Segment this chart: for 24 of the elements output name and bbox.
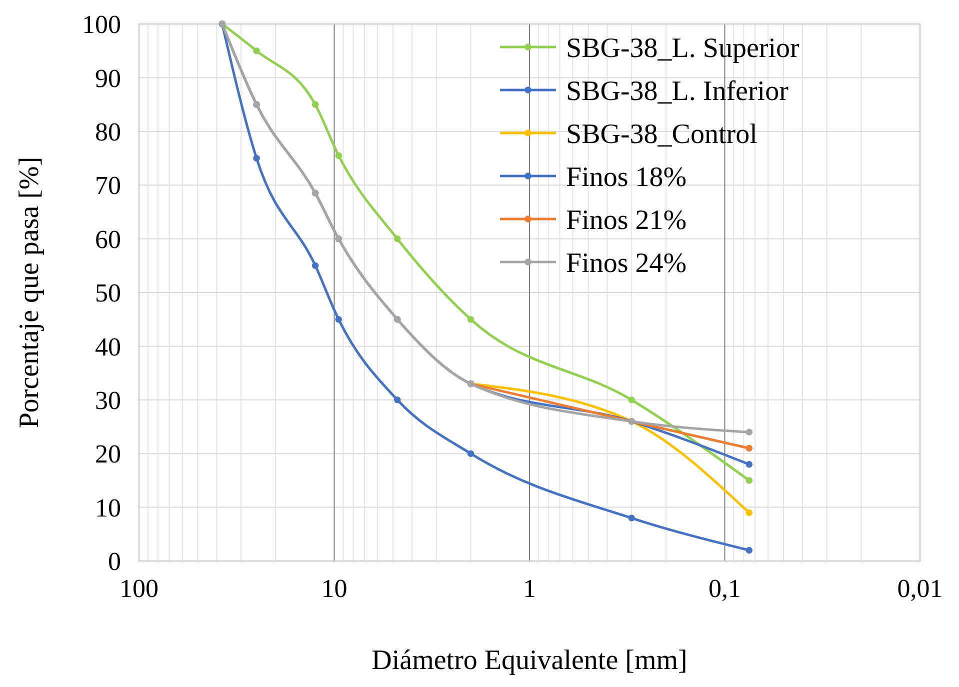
y-tick-label: 0 [108, 547, 121, 576]
y-tick-label: 90 [95, 64, 121, 93]
y-tick-label: 30 [95, 386, 121, 415]
y-tick-label: 80 [95, 118, 121, 146]
y-tick-label: 60 [95, 224, 121, 254]
x-axis-title: Diámetro Equivalente [mm] [372, 645, 688, 676]
legend-label: SBG-38_L. Superior [566, 32, 800, 64]
legend-label: SBG-38_Control [566, 118, 758, 150]
x-tick-label: 10 [321, 574, 348, 603]
legend-label: Finos 21% [566, 204, 687, 236]
legend-label: Finos 24% [566, 248, 687, 279]
y-tick-label: 10 [95, 493, 121, 522]
y-tick-label: 50 [95, 278, 121, 308]
legend-label: SBG-38_L. Inferior [566, 76, 790, 107]
x-tick-label: 0,1 [708, 574, 741, 603]
y-axis-title: Porcentaje que pasa [%] [14, 156, 45, 428]
y-tick-label: 20 [95, 440, 121, 469]
x-tick-label: 100 [120, 574, 158, 603]
x-tick-label: 0,01 [897, 574, 943, 603]
y-tick-label: 100 [82, 10, 121, 40]
y-tick-label: 40 [95, 332, 121, 362]
y-tick-label: 70 [95, 171, 121, 200]
x-tick-label: 1 [523, 574, 536, 603]
legend-label: Finos 18% [566, 162, 687, 193]
